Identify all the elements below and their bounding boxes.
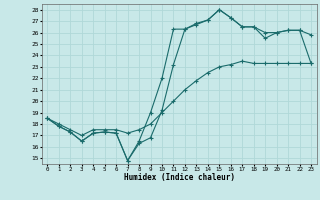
X-axis label: Humidex (Indice chaleur): Humidex (Indice chaleur) xyxy=(124,173,235,182)
